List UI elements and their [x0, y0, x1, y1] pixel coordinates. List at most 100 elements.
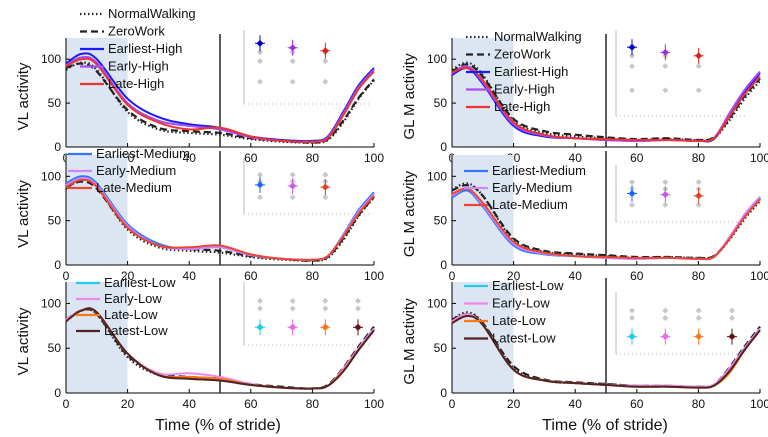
panel-vl-low: 0 50 100 0 20 40 60 80 100 VL activity Earliest-Lo… [15, 275, 384, 411]
inset-reference-marker [629, 201, 635, 208]
inset-reference-marker [289, 297, 296, 304]
inset-reference-marker [695, 315, 702, 322]
inset-reference-marker [289, 78, 296, 85]
inset-reference-marker [629, 87, 635, 94]
inset-marker [695, 52, 703, 60]
inset-reference-marker [662, 179, 669, 186]
inset-reference-marker [355, 297, 361, 304]
inset-marker [256, 323, 264, 331]
series-line [451, 65, 761, 143]
x-tick-label: 100 [750, 151, 768, 165]
y-tick-label: 50 [48, 214, 62, 228]
x-tick-label: 100 [750, 397, 768, 411]
y-axis-label: GL M activity [401, 298, 418, 385]
x-tick-label: 80 [692, 397, 706, 411]
y-tick-label: 0 [440, 140, 447, 154]
inset-reference-marker [257, 49, 263, 56]
legend-label: NormalWalking [108, 6, 196, 21]
inset-reference-marker [355, 305, 361, 312]
x-tick-label: 40 [569, 397, 583, 411]
legend-label: Late-Medium [492, 197, 568, 212]
x-tick-label: 60 [244, 269, 258, 283]
x-tick-label: 20 [507, 269, 521, 283]
inset-reference-marker [257, 58, 263, 65]
series-line [451, 63, 761, 142]
x-axis-label-left: Time (% of stride) [155, 417, 281, 434]
legend-label: Earliest-High [494, 64, 568, 79]
y-axis-label: VL activity [15, 180, 32, 248]
y-tick-label: 50 [48, 96, 62, 110]
series-line [65, 61, 375, 144]
inset-reference-marker [257, 78, 263, 85]
legend-label: Earliest-Medium [492, 163, 586, 178]
y-tick-label: 0 [54, 258, 61, 272]
inset-reference-marker [662, 307, 669, 314]
inset-marker [321, 183, 329, 191]
inset-reference-marker [629, 307, 635, 314]
inset-reference-marker [289, 305, 296, 312]
inset-reference-marker [257, 305, 263, 312]
x-tick-label: 40 [183, 397, 197, 411]
legend-label: Latest-Low [104, 323, 168, 338]
inset-reference-marker [662, 315, 669, 322]
x-tick-label: 0 [449, 397, 456, 411]
inset-marker [695, 192, 703, 200]
x-tick-label: 60 [244, 151, 258, 165]
inset-marker [256, 39, 264, 47]
inset-marker [321, 323, 329, 331]
x-tick-label: 20 [507, 397, 521, 411]
legend-label: Late-High [494, 99, 550, 114]
inset-marker [289, 323, 297, 331]
series-line [65, 62, 375, 144]
inset-reference-marker [257, 194, 263, 201]
y-tick-label: 0 [54, 140, 61, 154]
y-tick-label: 100 [41, 52, 61, 66]
x-tick-label: 0 [63, 269, 70, 283]
inset-reference-marker [729, 315, 735, 322]
inset-reference-marker [662, 201, 669, 208]
y-tick-label: 50 [48, 341, 62, 355]
legend-label: NormalWalking [494, 29, 582, 44]
panel-glm-low: 0 50 100 0 20 40 60 80 100 GL M activity Earliest-… [401, 278, 768, 411]
x-tick-label: 0 [449, 269, 456, 283]
x-tick-label: 80 [306, 151, 320, 165]
inset-reference-marker [257, 171, 263, 178]
inset-reference-marker [695, 63, 702, 70]
inset-reference-marker [729, 307, 735, 314]
legend-label: Late-Medium [96, 180, 172, 195]
x-tick-label: 80 [692, 151, 706, 165]
y-tick-label: 0 [54, 386, 61, 400]
inset-reference-marker [322, 58, 329, 65]
x-tick-label: 100 [364, 151, 384, 165]
inset-marker [661, 333, 669, 341]
x-tick-label: 60 [630, 397, 644, 411]
panel-glm-medium: 0 50 100 0 20 40 60 80 100 GL M activity Earliest-… [401, 151, 768, 283]
stance-shade [452, 38, 514, 147]
inset-marker [289, 44, 297, 52]
x-tick-label: 40 [183, 151, 197, 165]
x-tick-label: 100 [364, 269, 384, 283]
x-tick-label: 100 [750, 269, 768, 283]
y-tick-label: 0 [440, 386, 447, 400]
y-tick-label: 100 [427, 169, 447, 183]
y-axis-label: VL activity [15, 62, 32, 130]
legend-label: Earliest-Medium [96, 146, 190, 161]
x-tick-label: 0 [63, 397, 70, 411]
y-tick-label: 50 [434, 341, 448, 355]
inset-marker [728, 333, 736, 341]
inset-marker [289, 182, 297, 190]
y-axis-label: VL activity [15, 307, 32, 375]
x-tick-label: 80 [306, 269, 320, 283]
series-line [451, 66, 761, 142]
inset-reference-marker [662, 63, 669, 70]
y-axis-label: GL M activity [401, 53, 418, 140]
x-tick-label: 60 [630, 269, 644, 283]
stance-shade [66, 282, 128, 393]
legend-label: Latest-Low [492, 331, 556, 346]
x-tick-label: 40 [183, 269, 197, 283]
x-tick-label: 100 [364, 397, 384, 411]
inset-reference-marker [322, 171, 329, 178]
inset-reference-marker [289, 171, 296, 178]
